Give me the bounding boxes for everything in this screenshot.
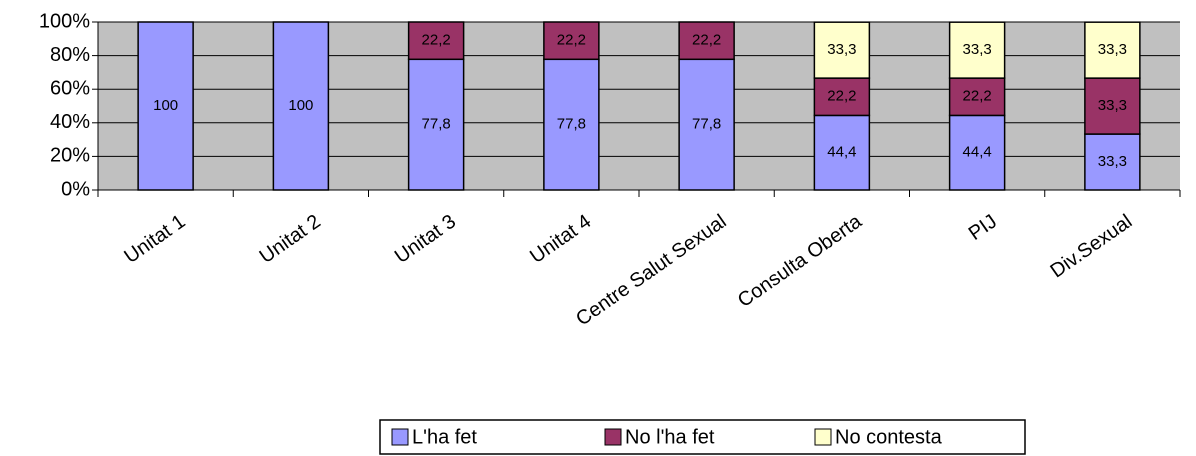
value-label: 33,3 — [1098, 41, 1127, 58]
bar-segment — [678, 58, 735, 191]
x-tick-label: Unitat 1 — [120, 210, 189, 268]
value-label: 77,8 — [557, 116, 586, 133]
legend-swatch — [604, 428, 622, 446]
legend-box — [379, 419, 1026, 455]
x-tick-label: Consulta Oberta — [734, 210, 867, 312]
bar-segment — [1084, 77, 1141, 135]
value-label: 44,4 — [963, 144, 992, 161]
bar-segment — [272, 21, 330, 191]
x-tick-label: Centre Salut Sexual — [572, 210, 730, 330]
y-tick-label: 60% — [50, 77, 90, 99]
legend-swatch — [814, 428, 832, 446]
y-tick-label: 20% — [50, 145, 90, 167]
bar-segment — [543, 58, 600, 191]
x-tick-label: Div.Sexual — [1047, 210, 1137, 282]
y-tick-label: 100% — [39, 10, 90, 32]
y-tick-label: 0% — [61, 178, 90, 200]
value-label: 100 — [153, 97, 178, 114]
legend-label: L'ha fet — [412, 426, 477, 448]
value-label: 33,3 — [1098, 153, 1127, 170]
value-label: 100 — [288, 97, 313, 114]
y-tick-label: 80% — [50, 44, 90, 66]
value-label: 77,8 — [422, 116, 451, 133]
value-label: 22,2 — [827, 88, 856, 105]
y-tick-label: 40% — [50, 111, 90, 133]
value-label: 77,8 — [692, 116, 721, 133]
value-label: 33,3 — [1098, 97, 1127, 114]
bar-segment — [543, 21, 600, 61]
legend-swatch — [391, 428, 409, 446]
bar-segment — [948, 77, 1006, 117]
bar-segment — [1084, 133, 1141, 191]
value-label: 22,2 — [557, 32, 586, 49]
bar-segment — [813, 77, 871, 117]
plot-area — [98, 22, 1180, 190]
x-tick-label: Unitat 2 — [256, 210, 325, 268]
bar-segment — [407, 21, 465, 61]
bar-segment — [813, 21, 871, 79]
value-label: 22,2 — [422, 32, 451, 49]
value-label: 44,4 — [827, 144, 856, 161]
value-label: 22,2 — [963, 88, 992, 105]
value-label: 22,2 — [692, 32, 721, 49]
value-label: 33,3 — [963, 41, 992, 58]
x-tick-label: PIJ — [965, 210, 1001, 245]
value-label: 33,3 — [827, 41, 856, 58]
x-tick-label: Unitat 4 — [526, 210, 595, 268]
x-tick-label: Unitat 3 — [391, 210, 460, 268]
bar-segment — [678, 21, 735, 61]
bar-segment — [137, 21, 194, 191]
bar-segment — [948, 21, 1006, 79]
legend-label: No contesta — [835, 426, 943, 448]
bar-segment — [1084, 21, 1141, 79]
bar-segment — [407, 58, 465, 191]
bar-segment — [948, 114, 1006, 191]
legend-label: No l'ha fet — [625, 426, 715, 448]
